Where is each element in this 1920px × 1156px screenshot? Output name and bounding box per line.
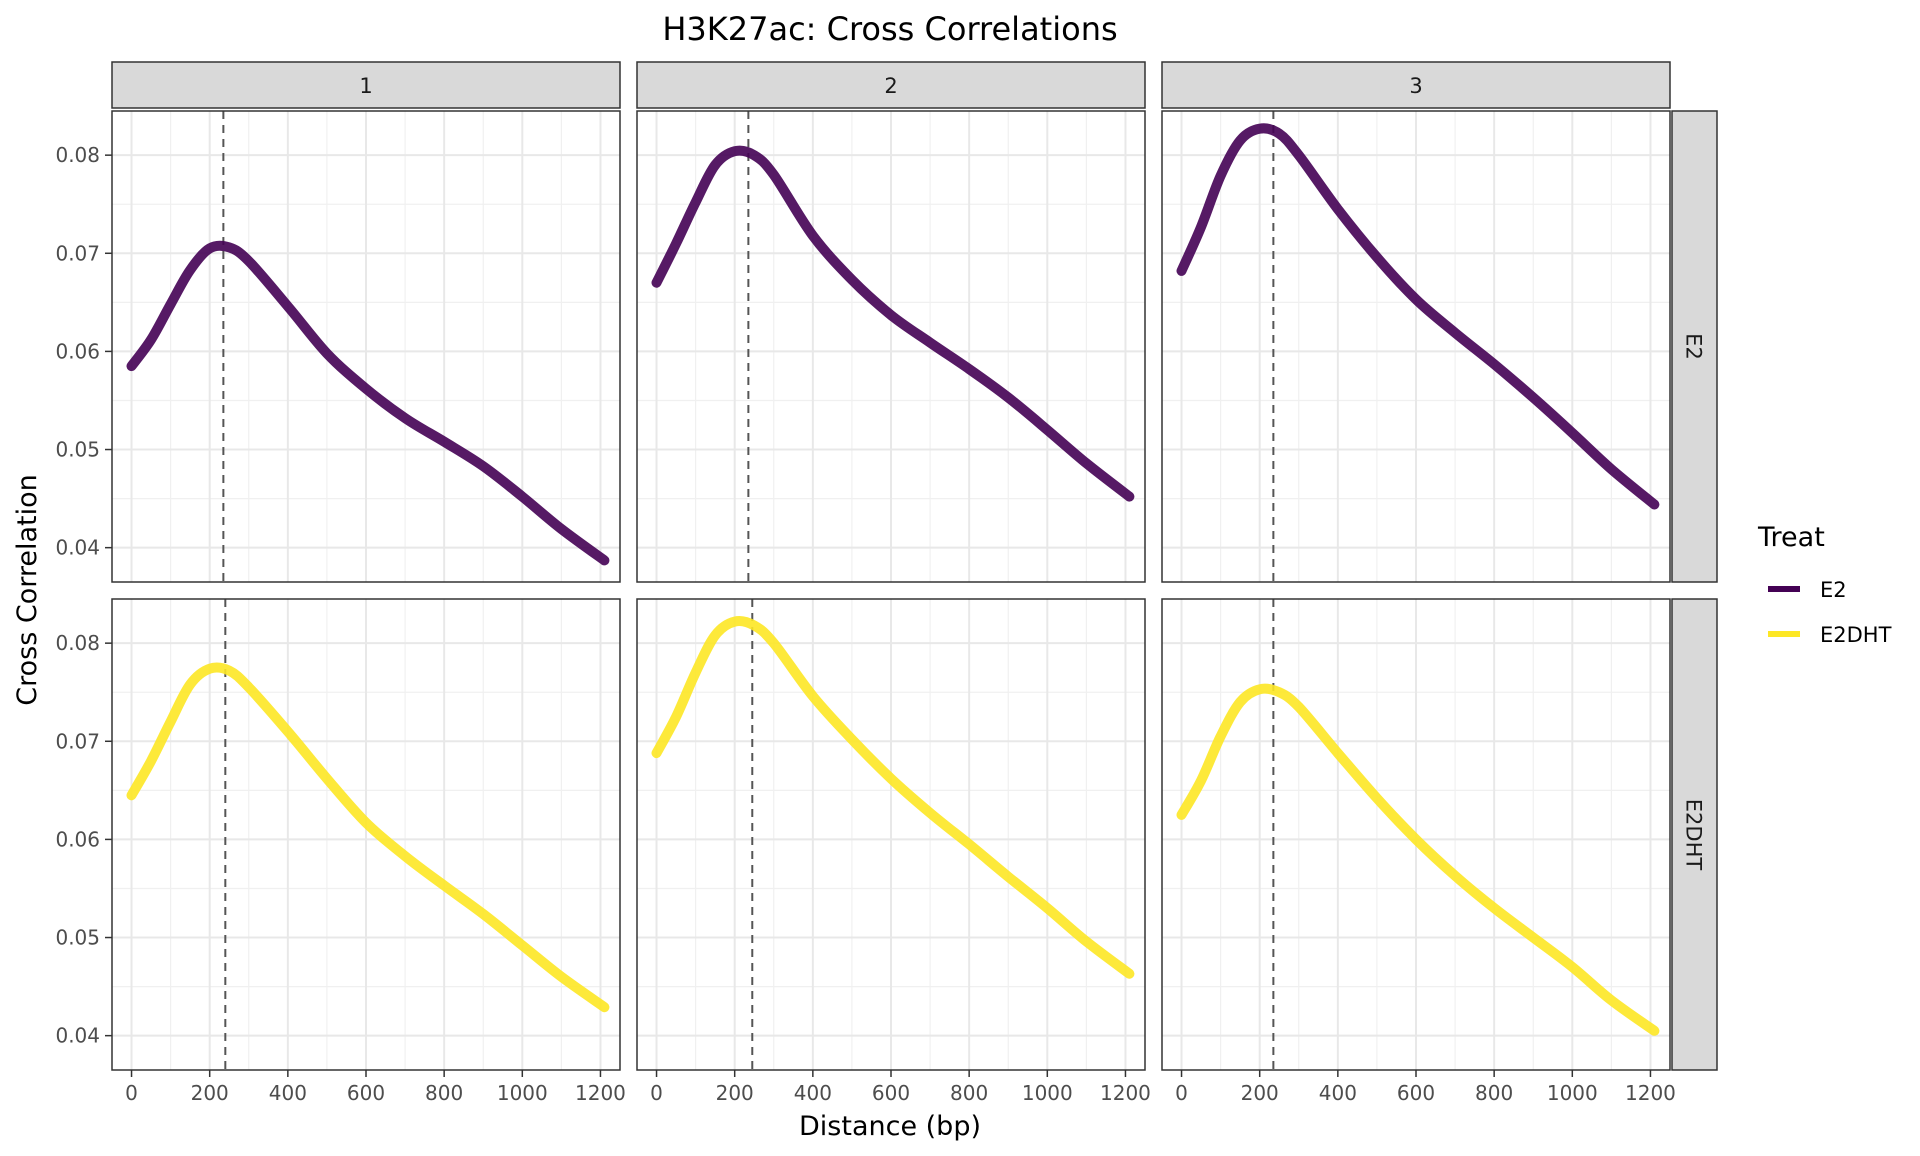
legend-title: Treat — [1757, 522, 1825, 553]
panel-e2dht-3-series-e2dht — [1176, 683, 1660, 1036]
y-tick-label: 0.08 — [55, 143, 100, 167]
x-tick-label: 200 — [191, 1081, 229, 1105]
y-tick-label: 0.06 — [55, 827, 100, 851]
x-tick-label: 200 — [716, 1081, 754, 1105]
panel-e2-1-border — [111, 110, 621, 583]
x-tick-label: 200 — [1241, 1081, 1279, 1105]
x-tick-label: 1200 — [1625, 1081, 1676, 1105]
x-tick-label: 1200 — [575, 1081, 626, 1105]
panel-e2-2-gridlines — [637, 111, 1145, 582]
x-tick-label: 1000 — [1547, 1081, 1598, 1105]
panel-e2-2 — [636, 110, 1146, 583]
panel-e2-3 — [1161, 110, 1671, 583]
panel-e2dht-3-gridlines — [1162, 599, 1670, 1070]
col-strip-2 — [636, 61, 1146, 109]
panel-e2dht-1-gridlines — [112, 599, 620, 1070]
x-tick-label: 1000 — [1022, 1081, 1073, 1105]
y-tick-label: 0.05 — [55, 926, 100, 950]
x-tick-label: 0 — [125, 1081, 138, 1105]
col-strip-label-1: 1 — [359, 74, 372, 98]
x-tick-label: 800 — [425, 1081, 463, 1105]
panel-e2-2-series-e2 — [651, 145, 1135, 502]
panel-e2-3-series-e2 — [1176, 123, 1660, 510]
x-tick-label: 1000 — [497, 1081, 548, 1105]
chart-title: H3K27ac: Cross Correlations — [662, 10, 1117, 48]
x-tick-label: 400 — [1319, 1081, 1357, 1105]
col-strip-3 — [1161, 61, 1671, 109]
panel-e2-1: 0.04 0.05 0.06 0.07 0.08 — [55, 110, 621, 583]
col-strip-label-2: 2 — [884, 74, 897, 98]
x-tick-label: 400 — [269, 1081, 307, 1105]
x-tick-label: 600 — [347, 1081, 385, 1105]
x-tick-label: 1200 — [1100, 1081, 1151, 1105]
y-tick-label: 0.07 — [55, 241, 100, 265]
y-tick-label: 0.06 — [55, 339, 100, 363]
y-tick-label: 0.08 — [55, 631, 100, 655]
x-tick-label: 800 — [950, 1081, 988, 1105]
x-tick-label: 600 — [1397, 1081, 1435, 1105]
y-tick-label: 0.04 — [55, 536, 100, 560]
panel-e2-3-gridlines — [1162, 111, 1670, 582]
y-tick-label: 0.07 — [55, 729, 100, 753]
panel-e2dht-2-gridlines — [637, 599, 1145, 1070]
legend-label-e2dht: E2DHT — [1820, 623, 1892, 647]
row-strip-label-e2dht: E2DHT — [1682, 799, 1706, 871]
panel-e2-2-border — [636, 110, 1146, 583]
x-tick-label: 0 — [1175, 1081, 1188, 1105]
panel-e2-1-series-e2 — [126, 240, 610, 566]
col-strip-1 — [111, 61, 621, 109]
x-tick-label: 800 — [1475, 1081, 1513, 1105]
panel-e2-1-gridlines — [112, 111, 620, 582]
row-strip-e2 — [1671, 110, 1718, 583]
row-strip-label-e2: E2 — [1682, 333, 1706, 360]
panel-e2dht-3: 0 200 400 600 800 1000 1200 — [1161, 598, 1676, 1105]
panel-e2-3-border — [1161, 110, 1671, 583]
panel-e2dht-2: 0 200 400 600 800 1000 1200 — [636, 598, 1151, 1105]
legend-label-e2: E2 — [1820, 578, 1847, 602]
x-tick-label: 600 — [872, 1081, 910, 1105]
legend: Treat E2 E2DHT — [1757, 522, 1892, 647]
y-axis-label: Cross Correlation — [12, 474, 43, 705]
panel-e2dht-1: 0.04 0.05 0.06 0.07 0.08 0 200 400 600 800 1000 120… — [55, 598, 626, 1105]
y-tick-label: 0.04 — [55, 1024, 100, 1048]
x-tick-label: 0 — [650, 1081, 663, 1105]
x-tick-label: 400 — [794, 1081, 832, 1105]
facet-panels: 1 2 3E2E2DHT0.040.050.060.070.080.040.050.… — [55, 61, 1718, 1105]
panel-e2dht-2-series-e2dht — [651, 615, 1135, 979]
row-strip-e2dht — [1671, 598, 1718, 1071]
y-tick-label: 0.05 — [55, 438, 100, 462]
panel-e2dht-1-series-e2dht — [126, 662, 610, 1013]
x-axis-label: Distance (bp) — [799, 1111, 981, 1142]
col-strip-label-3: 3 — [1409, 74, 1422, 98]
